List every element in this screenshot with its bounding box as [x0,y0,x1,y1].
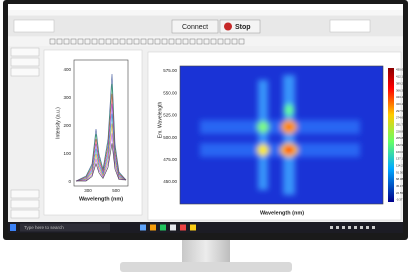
spectrum-y-tick: 200 [63,123,71,128]
colorbar-tick: 91.30 [396,170,403,174]
spectrum-x-tick: 500 [112,188,120,193]
map-y-tick: 575.00 [163,68,177,73]
sidebar-button[interactable] [11,210,39,218]
taskbar-app[interactable] [140,225,146,231]
colorbar-tick: 274.65 [396,116,405,120]
map-y-tick: 500.00 [163,135,177,140]
colorbar-tick: 366.32 [396,88,405,92]
colorbar-tick: 160.06 [396,150,405,154]
map-y-tick: 450.00 [163,179,177,184]
search-placeholder[interactable]: Type here to search [24,225,64,230]
stand-neck [182,236,230,264]
colorbar-tick: 412.15 [396,75,405,79]
readout-box [330,20,370,32]
map-x-label: Wavelength (nm) [260,210,304,216]
taskbar-app[interactable] [170,225,176,231]
colorbar-tick: 45.47 [396,184,403,188]
colorbar-tick: 430.03 [396,68,405,72]
screenshot: Connect Stop Intensity (a.u.) Wavelength… [0,0,411,275]
spectrum-x-tick: 300 [84,188,92,193]
colorbar-tick: 205.89 [396,136,405,140]
colorbar-tick: 137.14 [396,157,405,161]
colorbar-tick: 251.73 [396,122,405,126]
spectrum-y-label: Intensity (a.u.) [55,107,61,139]
stop-label[interactable]: Stop [235,24,251,31]
menu-bar [8,10,403,15]
spectrum-y-tick: 400 [63,67,71,72]
page: {"toolbar":{"connect":"Connect","stop":"… [0,0,411,275]
tray-icon [342,226,345,229]
taskbar-app[interactable] [180,225,186,231]
colorbar-tick: 22.55 [396,191,403,195]
stand-base [120,262,292,272]
spectrum-x-label: Wavelength (nm) [79,196,123,202]
connect-label[interactable]: Connect [182,24,208,31]
sidebar-button[interactable] [11,68,39,76]
spectrum-y-tick: 300 [63,95,71,100]
tray-icon [336,226,339,229]
tray-icon [366,226,369,229]
sidebar-button[interactable] [11,58,39,66]
sidebar-button[interactable] [11,190,39,198]
readout-box [14,20,54,32]
colorbar-tick: 228.81 [396,129,405,133]
taskbar-app[interactable] [190,225,196,231]
colorbar-tick: 114.22 [396,164,405,168]
sidebar-button[interactable] [11,200,39,208]
map-y-tick: 475.00 [163,157,177,162]
title-bar [8,4,403,10]
tray-icon [360,226,363,229]
map-y-label: Em. Wavelength [157,102,163,139]
tray-icon [372,226,375,229]
tray-icon [354,226,357,229]
start-button[interactable] [10,224,16,231]
colorbar-tick: 182.97 [396,143,405,147]
tray-icon [348,226,351,229]
icon-toolbar [8,37,403,46]
stop-icon [224,23,232,31]
sidebar-button[interactable] [11,48,39,56]
colorbar-tick: 343.40 [396,95,405,99]
map-y-tick: 550.00 [163,90,177,95]
colorbar-tick: 297.56 [396,109,405,113]
colorbar-tick: -0.37 [396,198,403,202]
taskbar-app[interactable] [150,225,156,231]
colorbar-tick: 68.38 [396,177,403,181]
map-y-tick: 525.00 [163,113,177,118]
colorbar-tick: 389.24 [396,81,405,85]
spectrum-y-tick: 100 [63,151,71,156]
taskbar-app[interactable] [160,225,166,231]
colorbar-tick: 320.48 [396,102,405,106]
heatmap [180,66,383,204]
colorbar [388,68,394,202]
tray-icon [330,226,333,229]
